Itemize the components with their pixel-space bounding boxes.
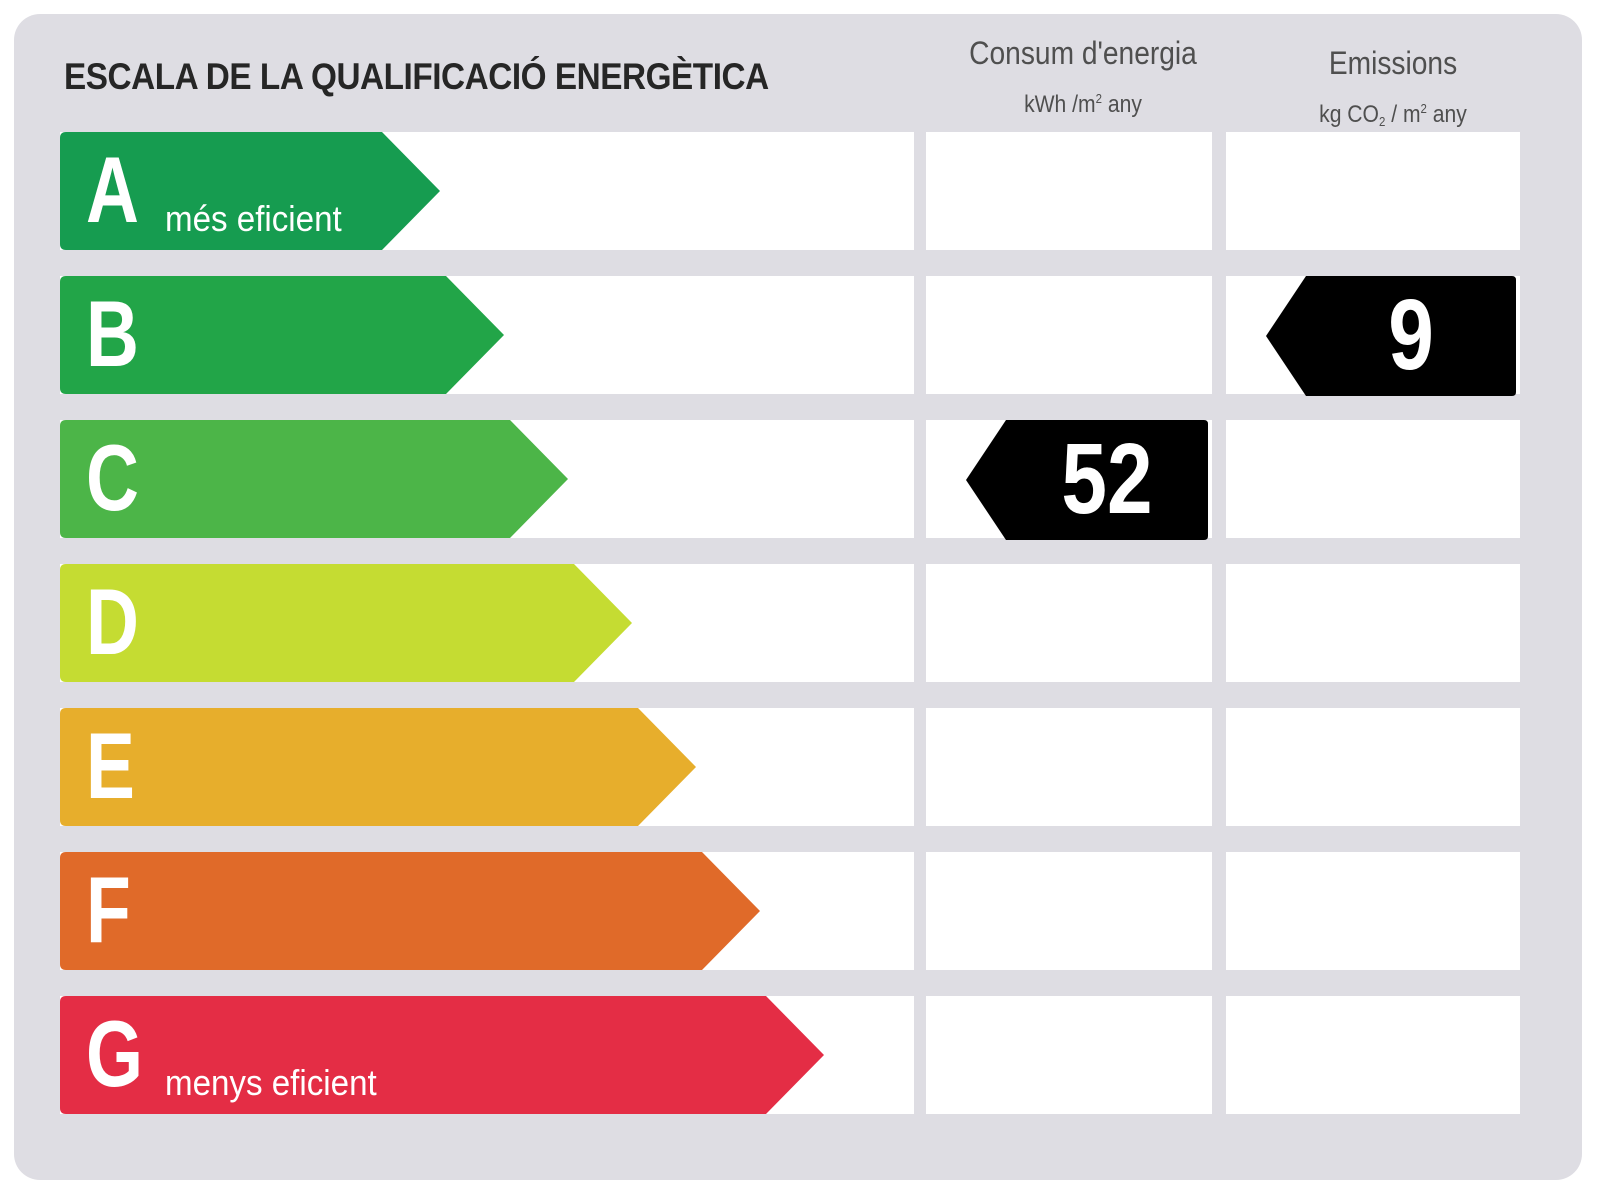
consum-rating-value: 52	[1061, 423, 1153, 535]
emissions-unit: kg CO2 / m2 any	[1319, 101, 1467, 129]
class-letter-b: B	[86, 281, 139, 386]
class-arrow-shape-b	[60, 276, 504, 394]
consum-cell-d	[926, 564, 1212, 682]
class-arrow-shape-f	[60, 852, 760, 970]
consum-unit: kWh /m2 any	[1024, 91, 1142, 118]
consum-cell-e	[926, 708, 1212, 826]
class-letter-a: A	[86, 137, 139, 242]
class-arrow-shape-d	[60, 564, 632, 682]
consum-rating-indicator: 52	[966, 420, 1208, 540]
emissions-cell-e	[1226, 708, 1520, 826]
class-arrow-f: F	[60, 852, 760, 970]
class-letter-g: G	[86, 1001, 144, 1106]
emissions-cell-g	[1226, 996, 1520, 1114]
class-arrow-shape-a	[60, 132, 440, 250]
consum-label: Consum d'energia	[969, 35, 1197, 71]
class-arrow-e: E	[60, 708, 696, 826]
emissions-cell-d	[1226, 564, 1520, 682]
class-label-g: menys eficient	[165, 1062, 377, 1103]
consum-cell-a	[926, 132, 1212, 250]
class-arrow-shape-c	[60, 420, 568, 538]
class-arrow-shape-g	[60, 996, 824, 1114]
consum-column-header: Consum d'energia kWh /m2 any	[928, 34, 1238, 120]
class-arrow-shape-e	[60, 708, 696, 826]
consum-cell-b	[926, 276, 1212, 394]
emissions-rating-indicator: 9	[1266, 276, 1516, 396]
emissions-cell-c	[1226, 420, 1520, 538]
scale-title: ESCALA DE LA QUALIFICACIÓ ENERGÈTICA	[64, 56, 769, 97]
emissions-cell-a	[1226, 132, 1520, 250]
class-letter-e: E	[86, 713, 135, 818]
class-arrow-b: B	[60, 276, 504, 394]
emissions-label: Emissions	[1328, 45, 1458, 81]
emissions-rating-value: 9	[1388, 279, 1434, 391]
emissions-column-header: Emissions kg CO2 / m2 any	[1238, 44, 1548, 137]
consum-cell-g	[926, 996, 1212, 1114]
class-letter-c: C	[86, 425, 139, 530]
emissions-cell-f	[1226, 852, 1520, 970]
class-letter-d: D	[86, 569, 139, 674]
class-arrow-d: D	[60, 564, 632, 682]
consum-cell-f	[926, 852, 1212, 970]
class-label-a: més eficient	[165, 198, 342, 239]
class-arrow-c: C	[60, 420, 568, 538]
class-letter-f: F	[86, 857, 131, 962]
